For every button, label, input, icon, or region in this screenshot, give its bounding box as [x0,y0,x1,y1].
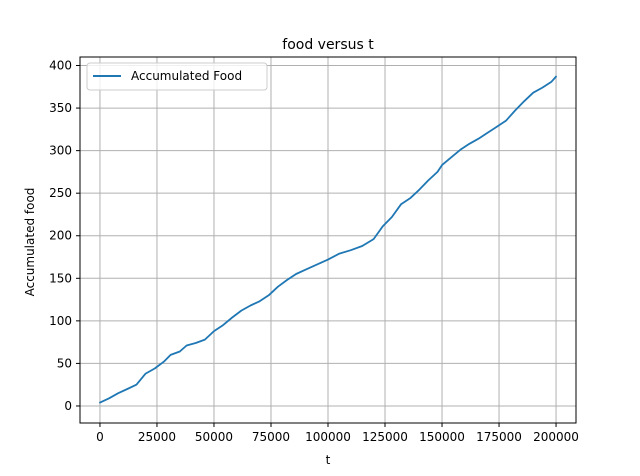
chart-title: food versus t [282,37,374,53]
x-tick-label: 50000 [195,430,233,444]
y-tick-label: 200 [49,229,72,243]
y-tick-label: 250 [49,186,72,200]
x-tick-label: 150000 [419,430,465,444]
legend-box [86,62,268,91]
x-tick-label: 175000 [476,430,522,444]
x-tick-label: 75000 [252,430,290,444]
legend-label: Accumulated Food [131,69,242,83]
series-layer [99,75,557,404]
x-tick-label: 125000 [362,430,408,444]
x-tick-label: 200000 [533,430,579,444]
y-tick-label: 400 [49,59,72,73]
grid [80,57,576,423]
y-tick-label: 50 [57,356,72,370]
y-tick-label: 150 [49,271,72,285]
y-tick-label: 100 [49,314,72,328]
x-axis-title: t [326,453,331,467]
x-tick-label: 25000 [138,430,176,444]
y-axis: 0 50 100 150 200 250 300 350 400 [49,59,80,413]
y-tick-label: 0 [64,399,72,413]
x-tick-label: 100000 [305,430,351,444]
y-axis-title: Accumulated food [23,188,37,297]
legend: Accumulated Food [86,62,268,91]
series-line [99,75,557,404]
y-tick-label: 350 [49,101,72,115]
x-tick-label: 0 [96,430,104,444]
y-tick-label: 300 [49,144,72,158]
x-axis: 0 25000 50000 75000 100000 125000 150000 175000… [96,423,579,444]
